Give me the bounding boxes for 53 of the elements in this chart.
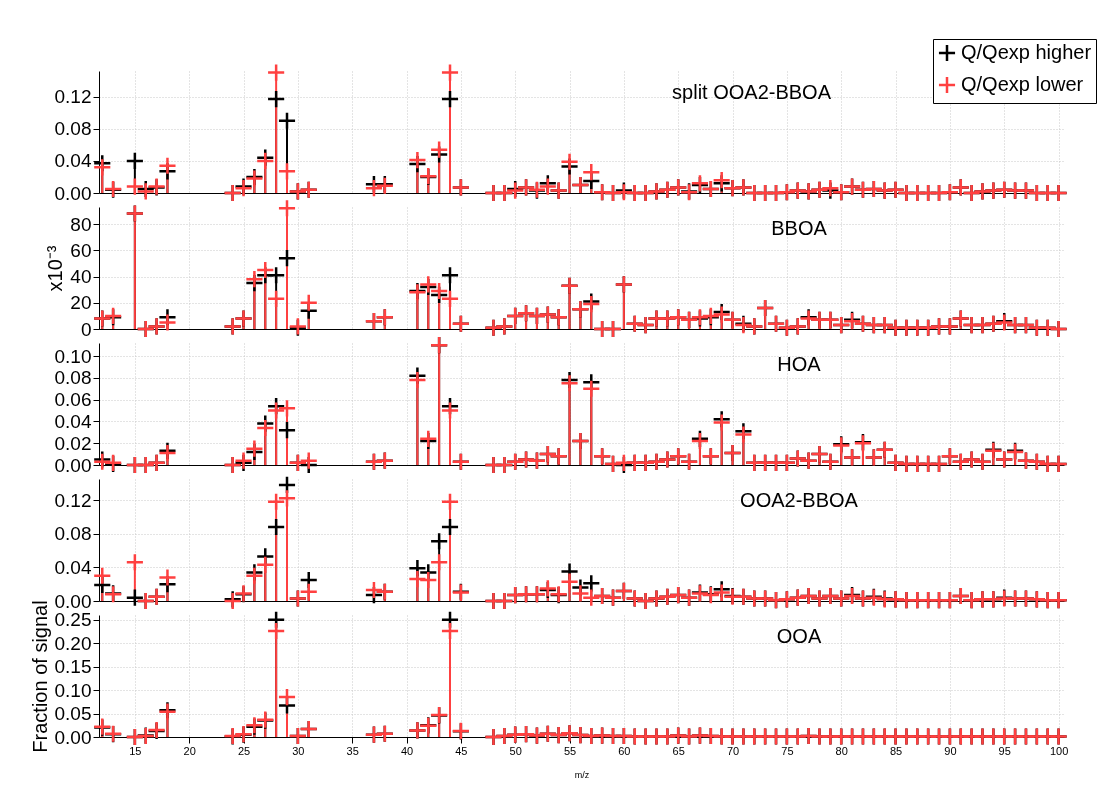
- y-tick-label: 0.10: [54, 679, 92, 701]
- text: split OOA2-BBOA: [672, 81, 832, 103]
- text: HOA: [777, 353, 822, 375]
- y-tick-label: 0.06: [54, 389, 92, 411]
- x-tick-label: 25: [237, 744, 251, 757]
- y-tick-label: 0.04: [54, 556, 92, 578]
- y-tick-label: 0.04: [54, 150, 92, 172]
- y-tick-label: 0.00: [54, 590, 92, 612]
- x-tick-label: 50: [509, 744, 522, 757]
- y-tick-label: 0.12: [54, 86, 92, 108]
- y-tick-label: 0.12: [54, 489, 92, 511]
- text: OOA2-BBOA: [740, 489, 859, 511]
- x-tick-label: 85: [889, 744, 903, 757]
- x-tick-label: 100: [1049, 744, 1069, 757]
- y-tick-label: 0.20: [54, 632, 92, 654]
- x-tick-label: 65: [672, 744, 685, 757]
- y-tick-label: 0.08: [54, 367, 92, 389]
- x-tick-label: 80: [835, 744, 848, 757]
- y-tick-label: 0.00: [54, 182, 92, 204]
- legend-label: Q/Qexp lower: [961, 73, 1084, 95]
- x-tick-label: 35: [346, 744, 359, 757]
- y-axis-title: x10⁻³: [44, 245, 67, 292]
- x-tick-label: 40: [400, 744, 414, 757]
- y-tick-label: 0.00: [54, 726, 92, 748]
- x-tick-label: 15: [129, 744, 142, 757]
- x-axis-title: m/z: [574, 769, 590, 780]
- y-tick-label: 0: [80, 318, 92, 340]
- legend-label: Q/Qexp higher: [961, 41, 1092, 63]
- y-tick-label: 20: [70, 292, 92, 314]
- y-tick-label: 0.25: [54, 609, 92, 631]
- x-tick-label: 55: [563, 744, 577, 757]
- x-tick-label: 60: [618, 744, 631, 757]
- x-tick-label: 95: [998, 744, 1011, 757]
- text: BBOA: [771, 217, 828, 239]
- y-tick-label: 0.04: [54, 410, 92, 432]
- x-tick-label: 30: [292, 744, 305, 757]
- y-tick-label: 0.05: [54, 703, 92, 725]
- y-axis-title: Fraction of signal: [28, 600, 51, 753]
- y-tick-label: 0.00: [54, 454, 92, 476]
- y-tick-label: 0.10: [54, 345, 92, 367]
- x-tick-label: 45: [455, 744, 468, 757]
- y-tick-label: 0.08: [54, 118, 92, 140]
- y-tick-label: 0.15: [54, 656, 92, 678]
- x-tick-label: 70: [726, 744, 740, 757]
- text: OOA: [776, 625, 822, 647]
- y-tick-label: 40: [70, 266, 92, 288]
- x-tick-label: 20: [183, 744, 196, 757]
- x-tick-label: 75: [781, 744, 794, 757]
- y-tick-label: 60: [70, 239, 92, 261]
- x-tick-label: 90: [944, 744, 957, 757]
- y-tick-label: 0.08: [54, 523, 92, 545]
- y-tick-label: 80: [70, 213, 92, 235]
- y-tick-label: 0.02: [54, 432, 92, 454]
